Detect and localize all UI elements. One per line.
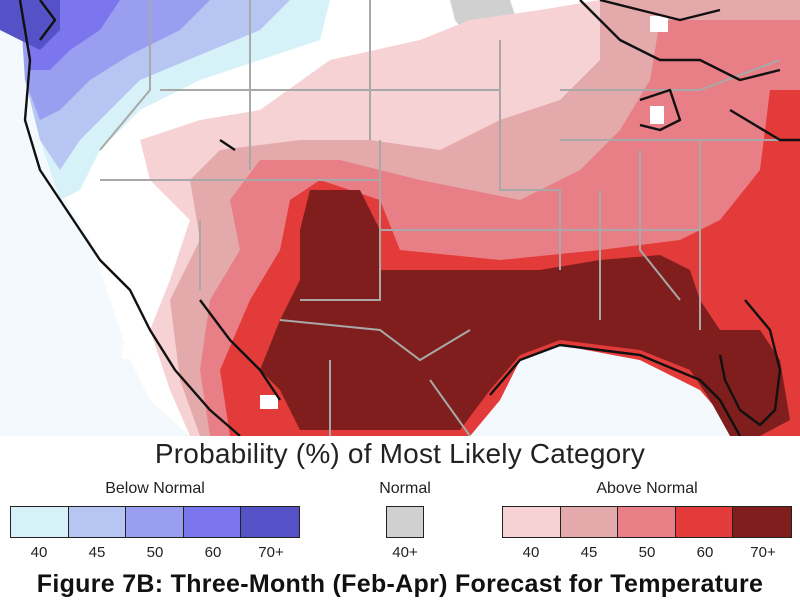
normal-colorbar (386, 506, 424, 538)
normal-tick: 40+ (392, 544, 418, 561)
above-normal-swatch-40 (503, 507, 561, 537)
above-normal-label: Above Normal (596, 480, 698, 497)
above-normal-tick: 60 (696, 544, 714, 561)
forecast-map (0, 0, 800, 436)
below-normal-zone-70 (0, 0, 60, 50)
above-normal-swatch-45 (560, 507, 619, 537)
above-normal-ticks: 40 45 50 60 70+ (502, 544, 792, 561)
below-normal-colorbar (10, 506, 300, 538)
below-normal-tick: 40 (30, 544, 48, 561)
state-borders (99, 0, 800, 436)
below-normal-tick: 70+ (258, 544, 284, 561)
below-normal-swatch-45 (68, 507, 127, 537)
above-normal-tick: 45 (580, 544, 598, 561)
figure-caption: Figure 7B: Three-Month (Feb-Apr) Forecas… (36, 570, 764, 598)
normal-label: Normal (379, 480, 431, 497)
below-normal-label: Below Normal (105, 480, 205, 497)
below-normal-swatch-50 (126, 507, 184, 537)
normal-swatch-40 (387, 507, 423, 537)
legend-title: Probability (%) of Most Likely Category (154, 438, 646, 469)
gulf-gap (260, 395, 278, 409)
below-normal-tick: 50 (146, 544, 164, 561)
coastlines (18, 0, 800, 436)
great-lakes-water (650, 106, 664, 124)
below-normal-tick: 45 (88, 544, 106, 561)
above-normal-tick: 50 (638, 544, 656, 561)
below-normal-swatch-40 (11, 507, 69, 537)
above-normal-tick: 40 (522, 544, 540, 561)
below-normal-swatch-60 (183, 507, 242, 537)
lake-superior-water (650, 16, 668, 32)
above-normal-zone-70 (260, 190, 790, 436)
above-normal-swatch-50 (618, 507, 676, 537)
below-normal-swatch-70 (241, 507, 299, 537)
above-normal-colorbar (502, 506, 792, 538)
above-normal-tick: 70+ (750, 544, 776, 561)
below-normal-ticks: 40 45 50 60 70+ (10, 544, 300, 561)
below-normal-tick: 60 (204, 544, 222, 561)
above-normal-swatch-60 (675, 507, 734, 537)
baja-gap (122, 345, 138, 359)
above-normal-swatch-70 (733, 507, 791, 537)
normal-ticks: 40+ (380, 544, 430, 561)
